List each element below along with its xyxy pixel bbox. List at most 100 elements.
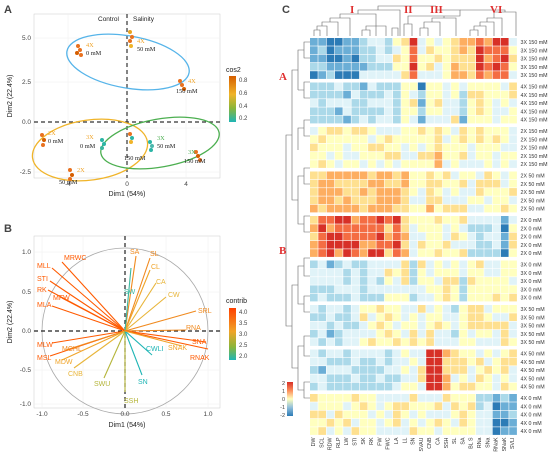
heatmap-cell xyxy=(442,338,451,346)
heatmap-cell xyxy=(393,313,401,321)
heatmap-cell xyxy=(434,268,443,277)
heatmap-cell xyxy=(351,115,360,124)
heatmap-cell xyxy=(509,107,517,116)
heatmap-cell xyxy=(384,394,393,402)
heatmap-cell xyxy=(343,374,351,383)
row-label: 4X 50 mM xyxy=(521,376,545,382)
heatmap-cell xyxy=(417,260,426,269)
heatmap-cell xyxy=(368,107,376,116)
heatmap-cell xyxy=(376,216,385,224)
panel-b-ytick: 0.5 xyxy=(22,289,31,296)
var-label: SA xyxy=(130,249,140,256)
heatmap-cell xyxy=(359,329,368,338)
heatmap-cell xyxy=(376,382,385,391)
heatmap-cell xyxy=(409,216,418,224)
heatmap-cell xyxy=(401,38,409,46)
heatmap-cell xyxy=(334,305,343,313)
heatmap-cell xyxy=(359,374,368,383)
row-label: 3X 0 mM xyxy=(521,296,542,302)
heatmap-cell xyxy=(343,99,351,107)
heatmap-cell xyxy=(500,305,509,313)
heatmap-cell xyxy=(484,151,492,160)
heatmap-cell xyxy=(459,216,468,224)
heatmap-cell xyxy=(368,196,376,205)
heatmap-cell xyxy=(384,115,393,124)
heatmap-cell xyxy=(401,99,409,107)
heatmap-cell xyxy=(492,127,501,135)
points-4x-50mm xyxy=(128,30,134,48)
row-label: 4X 50 mM xyxy=(521,352,545,358)
row-label: 3X 50 mM xyxy=(521,315,545,321)
heatmap-cell xyxy=(359,305,368,313)
heatmap-cell xyxy=(351,285,360,294)
heatmap-cell xyxy=(484,224,492,232)
heatmap-cell xyxy=(459,357,468,366)
heatmap-cell xyxy=(467,357,476,366)
group-label: 4X xyxy=(86,42,94,49)
heatmap-cell xyxy=(417,171,426,180)
var-label: CA xyxy=(156,279,166,286)
heatmap-cell xyxy=(451,204,459,213)
heatmap-cell xyxy=(417,115,426,124)
col-label: SNa xyxy=(485,437,491,447)
heatmap-cell xyxy=(417,418,426,427)
heatmap-cell xyxy=(334,277,343,285)
heatmap-cell xyxy=(334,285,343,294)
row-label: 2X 50 mM xyxy=(521,207,545,213)
heatmap-cell xyxy=(476,402,484,410)
heatmap-cell xyxy=(343,143,351,152)
heatmap-cell xyxy=(451,151,459,160)
heatmap-cell xyxy=(343,179,351,188)
heatmap-cell xyxy=(359,71,368,79)
heatmap-cell xyxy=(326,277,335,285)
heatmap-cell xyxy=(426,90,434,99)
heatmap-cell xyxy=(384,305,393,313)
heat-tick: 0 xyxy=(282,397,285,403)
heatmap-cell xyxy=(476,127,484,135)
heatmap-cell xyxy=(401,410,409,419)
heatmap-cell xyxy=(376,71,385,79)
heatmap-cell xyxy=(426,179,434,188)
heatmap-cell xyxy=(401,313,409,321)
heatmap-cell xyxy=(484,171,492,180)
group-label: 2X xyxy=(77,167,85,174)
heatmap-cell xyxy=(451,38,459,46)
heatmap-cell xyxy=(492,321,501,330)
heatmap-cell xyxy=(442,232,451,241)
heatmap-cell xyxy=(459,82,468,91)
heatmap-cell xyxy=(417,427,426,435)
heatmap-cell xyxy=(476,374,484,383)
heatmap-cell xyxy=(326,196,335,205)
heatmap-cell xyxy=(376,240,385,249)
heatmap-cell xyxy=(451,374,459,383)
cluster-label: III xyxy=(430,4,443,16)
heatmap-cell xyxy=(434,196,443,205)
heatmap-cell xyxy=(326,338,335,346)
heatmap-cell xyxy=(417,143,426,152)
heatmap-cell xyxy=(359,179,368,188)
heatmap-cell xyxy=(492,38,501,46)
heatmap-cell xyxy=(451,305,459,313)
points-4x-150mm xyxy=(178,79,186,91)
heatmap-cell xyxy=(359,366,368,374)
heatmap-cell xyxy=(343,249,351,257)
heatmap-cell xyxy=(500,90,509,99)
panel-a-ytick: -2.5 xyxy=(20,169,32,176)
heatmap-cell xyxy=(476,171,484,180)
heatmap-cell xyxy=(393,151,401,160)
heatmap-cell xyxy=(368,99,376,107)
panel-b-colorbar xyxy=(229,308,236,360)
heatmap-cell xyxy=(492,188,501,196)
heatmap-cell xyxy=(492,394,501,402)
heatmap-cell xyxy=(459,62,468,71)
heatmap-cell xyxy=(318,160,326,168)
heatmap-cell xyxy=(500,329,509,338)
heatmap-cell xyxy=(442,224,451,232)
heatmap-cell xyxy=(434,127,443,135)
heatmap-cell xyxy=(442,349,451,358)
heatmap-cell xyxy=(492,249,501,257)
heatmap-cell xyxy=(334,196,343,205)
heatmap-cell xyxy=(500,204,509,213)
heatmap-cell xyxy=(376,285,385,294)
heatmap-cell xyxy=(467,374,476,383)
